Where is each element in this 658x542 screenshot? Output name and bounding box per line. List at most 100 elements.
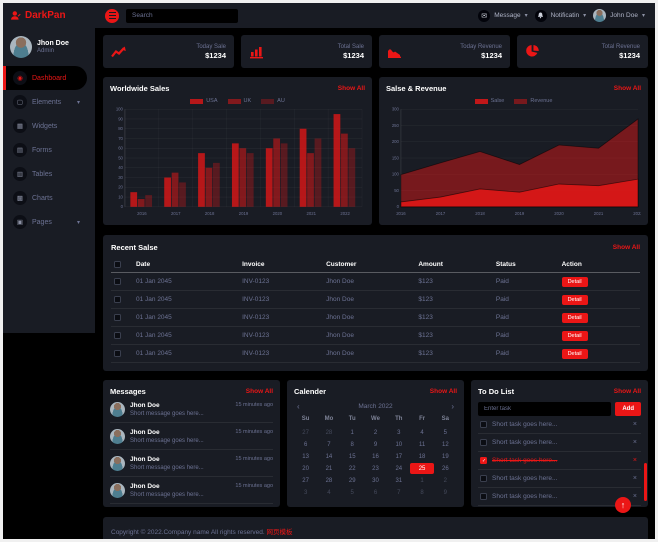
show-all-link[interactable]: Show All (612, 244, 640, 251)
row-checkbox[interactable] (114, 296, 121, 304)
sidebar-toggle-button[interactable] (105, 8, 119, 23)
remove-task-icon[interactable]: × (632, 457, 637, 465)
detail-button[interactable]: Detail (561, 348, 588, 359)
calendar-day[interactable]: 4 (420, 429, 424, 436)
sidebar-item-pages[interactable]: ▣ Pages ▾ (3, 210, 87, 234)
message-item[interactable]: Jhon Doe 15 minutes ago Short message go… (110, 396, 273, 424)
row-checkbox[interactable] (114, 314, 121, 322)
detail-button[interactable]: Detail (561, 330, 588, 341)
calendar-day[interactable]: 30 (372, 477, 379, 484)
sidebar-item-tables[interactable]: ▥ Tables▾ (3, 162, 87, 186)
todo-scrollbar-thumb[interactable] (644, 463, 647, 502)
calendar-day[interactable]: 6 (303, 441, 308, 448)
calendar-day[interactable]: 22 (348, 465, 356, 472)
message-avatar (110, 428, 125, 444)
calendar-day[interactable]: 2 (443, 477, 448, 484)
detail-button[interactable]: Detail (561, 312, 588, 323)
calendar-day[interactable]: 8 (420, 489, 424, 496)
message-menu[interactable]: ✉ Message ▾ (478, 9, 528, 22)
calendar-day[interactable]: 17 (395, 453, 403, 460)
calendar-day[interactable]: 8 (350, 441, 354, 448)
add-task-button[interactable]: Add (615, 402, 641, 417)
sales-revenue-area-chart: 0 50 100 150 200 250 300 2016 2017 2018 2019 2020 20… (386, 106, 641, 218)
calendar-day[interactable]: 28 (325, 429, 333, 436)
todo-checkbox[interactable] (480, 493, 487, 501)
detail-button[interactable]: Detail (561, 276, 588, 287)
show-all-link[interactable]: Show All (613, 85, 641, 92)
calendar-day[interactable]: 5 (443, 429, 448, 436)
sidebar-item-widgets[interactable]: ▦ Widgets▾ (3, 114, 87, 138)
show-all-link[interactable]: Show All (429, 388, 457, 396)
calendar-day[interactable]: 1 (420, 477, 424, 484)
todo-checkbox[interactable] (480, 457, 487, 465)
calendar-day[interactable]: 27 (302, 429, 309, 436)
calendar-day[interactable]: 28 (325, 477, 333, 484)
user-menu[interactable]: John Doe ▾ (593, 9, 645, 22)
calendar-day[interactable]: 15 (348, 453, 356, 460)
show-all-link[interactable]: Show All (337, 85, 365, 92)
sidebar-item-dashboard[interactable]: ◉ Dashboard▾ (3, 66, 87, 90)
row-checkbox[interactable] (114, 350, 121, 358)
calendar-day[interactable]: 2 (373, 429, 378, 436)
calendar-day[interactable]: 18 (418, 453, 426, 460)
calendar-day[interactable]: 14 (325, 453, 333, 460)
calendar-day[interactable]: 25 (410, 463, 434, 475)
remove-task-icon[interactable]: × (632, 421, 637, 429)
calendar-day[interactable]: 1 (350, 429, 354, 436)
message-sender: Jhon Doe (130, 482, 160, 490)
calendar-day[interactable]: 31 (395, 477, 403, 484)
show-all-link[interactable]: Show All (245, 388, 273, 396)
calendar-day[interactable]: 13 (302, 453, 309, 460)
todo-checkbox[interactable] (480, 475, 487, 483)
remove-task-icon[interactable]: × (632, 439, 637, 447)
cell-amount: $123 (415, 326, 493, 346)
todo-checkbox[interactable] (480, 421, 487, 429)
show-all-link[interactable]: Show All (613, 388, 641, 396)
calendar-day[interactable]: 7 (327, 441, 331, 448)
footer-link[interactable]: 网页模板 (266, 529, 293, 537)
todo-input[interactable] (478, 402, 612, 417)
sidebar-item-charts[interactable]: ▩ Charts▾ (3, 186, 87, 210)
calendar-prev-button[interactable]: ‹ (297, 402, 300, 412)
calendar-day[interactable]: 21 (325, 465, 333, 472)
calendar-day[interactable]: 9 (373, 441, 378, 448)
calendar-next-button[interactable]: › (451, 402, 454, 412)
search-input[interactable] (126, 8, 238, 23)
sidebar-item-forms[interactable]: ▤ Forms▾ (3, 138, 87, 162)
calendar-day[interactable]: 24 (395, 465, 403, 472)
back-to-top-button[interactable]: ↑ (615, 497, 631, 513)
svg-text:70: 70 (118, 136, 123, 141)
calendar-day[interactable]: 12 (442, 441, 449, 448)
elements-icon: ▢ (13, 95, 27, 109)
calendar-day[interactable]: 11 (418, 441, 426, 448)
remove-task-icon[interactable]: × (632, 475, 637, 483)
sidebar-user[interactable]: Jhon Doe Admin (3, 36, 95, 66)
brand[interactable]: DarkPan (3, 3, 95, 28)
sidebar-item-elements[interactable]: ▢ Elements ▾ (3, 90, 87, 114)
calendar-day[interactable]: 3 (397, 429, 401, 436)
calendar-day[interactable]: 19 (442, 453, 449, 460)
remove-task-icon[interactable]: × (632, 493, 637, 501)
calendar-day[interactable]: 9 (443, 489, 448, 496)
message-item[interactable]: Jhon Doe 15 minutes ago Short message go… (110, 477, 273, 505)
calendar-day[interactable]: 23 (372, 465, 379, 472)
message-item[interactable]: Jhon Doe 15 minutes ago Short message go… (110, 450, 273, 478)
calendar-day[interactable]: 4 (327, 489, 331, 496)
calendar-day[interactable]: 5 (350, 489, 354, 496)
calendar-day[interactable]: 29 (348, 477, 356, 484)
calendar-day[interactable]: 27 (302, 477, 309, 484)
row-checkbox[interactable] (114, 278, 121, 286)
calendar-day[interactable]: 26 (442, 465, 449, 472)
calendar-day[interactable]: 16 (372, 453, 379, 460)
detail-button[interactable]: Detail (561, 294, 588, 305)
row-checkbox[interactable] (114, 332, 121, 340)
calendar-day[interactable]: 7 (397, 489, 401, 496)
select-all-checkbox[interactable] (114, 261, 121, 268)
calendar-day[interactable]: 6 (373, 489, 378, 496)
message-item[interactable]: Jhon Doe 15 minutes ago Short message go… (110, 423, 273, 451)
calendar-day[interactable]: 3 (303, 489, 308, 496)
notification-menu[interactable]: Notificatin ▾ (534, 9, 586, 22)
calendar-day[interactable]: 20 (302, 465, 309, 472)
calendar-day[interactable]: 10 (395, 441, 403, 448)
todo-checkbox[interactable] (480, 439, 487, 447)
